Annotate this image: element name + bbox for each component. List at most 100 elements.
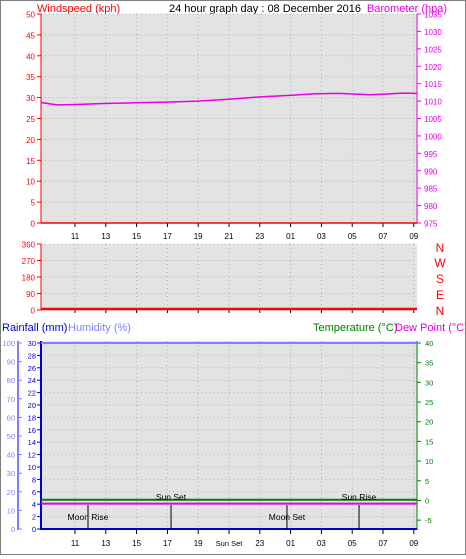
compass-label-e: E xyxy=(436,288,444,302)
rainfall-tick-label: 10 xyxy=(28,463,36,472)
dew-point-axis-title: Dew Point (°C) xyxy=(395,322,465,334)
event-marker-label: Sun Rise xyxy=(342,492,377,502)
wind-barometer-panel: 0510152025303540455097598098599099510001… xyxy=(26,11,442,242)
panel-1-ticks: 0510152025303540455097598098599099510001… xyxy=(26,11,442,242)
barometer-tick-label: 1000 xyxy=(424,132,442,141)
panel-3-annotations: Moon Rise Sun Set Moon Set Sun Rise xyxy=(68,492,377,530)
time-tick-label: 19 xyxy=(194,539,203,548)
humidity-tick-label: 30 xyxy=(7,469,15,478)
temp-rain-panel: 0246810121416182022242628300102030405060… xyxy=(2,339,433,548)
time-tick-label: 23 xyxy=(255,232,264,241)
windspeed-tick-label: 35 xyxy=(26,73,35,82)
time-tick-label: 05 xyxy=(348,539,357,548)
rainfall-tick-label: 30 xyxy=(28,339,36,348)
time-tick-label: 17 xyxy=(163,539,172,548)
barometer-tick-label: 1030 xyxy=(424,28,442,37)
rainfall-tick-label: 12 xyxy=(28,451,36,460)
windspeed-tick-label: 20 xyxy=(26,136,35,145)
temperature-tick-label: 0 xyxy=(425,496,429,505)
wind-direction-panel: 0 90 180 270 360 N W S E N xyxy=(22,241,447,319)
rainfall-tick-label: 24 xyxy=(28,376,36,385)
time-tick-label: 07 xyxy=(379,539,388,548)
barometer-tick-label: 980 xyxy=(424,202,438,211)
time-tick-label: 15 xyxy=(132,232,141,241)
rainfall-tick-label: 2 xyxy=(32,513,36,522)
time-tick-label: 19 xyxy=(194,232,203,241)
event-marker-label: Moon Set xyxy=(269,512,306,522)
graph-title: 24 hour graph day : 08 December 2016 xyxy=(169,3,361,15)
barometer-tick-label: 975 xyxy=(424,220,438,229)
time-tick-label: 05 xyxy=(348,232,357,241)
humidity-tick-label: 80 xyxy=(7,376,15,385)
temperature-tick-label: -5 xyxy=(425,516,432,525)
humidity-tick-label: 0 xyxy=(11,525,15,534)
panel-1-series xyxy=(40,92,418,224)
humidity-tick-label: 90 xyxy=(7,358,15,367)
windspeed-tick-label: 5 xyxy=(31,199,36,208)
rainfall-tick-label: 14 xyxy=(28,438,36,447)
panel-3-bg xyxy=(41,341,417,530)
panel-2-ticks: 0 90 180 270 360 xyxy=(22,241,415,316)
temperature-tick-label: 10 xyxy=(425,457,433,466)
humidity-tick-label: 70 xyxy=(7,395,15,404)
event-marker-label: Moon Rise xyxy=(68,512,109,522)
rainfall-tick-label: 22 xyxy=(28,389,36,398)
rainfall-tick-label: 26 xyxy=(28,364,36,373)
humidity-tick-label: 20 xyxy=(7,488,15,497)
temperature-tick-label: 30 xyxy=(425,378,433,387)
panel-3-series xyxy=(41,342,417,530)
humidity-tick-label: 40 xyxy=(7,451,15,460)
temperature-tick-label: 15 xyxy=(425,437,433,446)
temperature-tick-label: 25 xyxy=(425,398,433,407)
rainfall-tick-label: 16 xyxy=(28,426,36,435)
barometer-tick-label: 1020 xyxy=(424,63,442,72)
time-tick-label: 09 xyxy=(409,539,418,548)
compass-label-s: S xyxy=(436,272,444,286)
barometer-tick-label: 995 xyxy=(424,150,438,159)
windspeed-tick-label: 30 xyxy=(26,94,35,103)
windspeed-tick-label: 25 xyxy=(26,115,35,124)
rainfall-tick-label: 0 xyxy=(32,525,36,534)
time-tick-label: 11 xyxy=(71,232,80,241)
direction-tick-label: 90 xyxy=(26,290,35,299)
time-tick-label: Sun Set xyxy=(216,539,244,548)
humidity-tick-label: 10 xyxy=(7,506,15,515)
barometer-tick-label: 985 xyxy=(424,185,438,194)
humidity-tick-label: 100 xyxy=(2,339,15,348)
windspeed-tick-label: 50 xyxy=(26,11,35,20)
time-tick-label: 07 xyxy=(379,232,388,241)
temperature-tick-label: 40 xyxy=(425,339,433,348)
rainfall-tick-label: 20 xyxy=(28,401,36,410)
windspeed-tick-label: 0 xyxy=(31,220,36,229)
time-tick-label: 11 xyxy=(71,539,80,548)
rainfall-tick-label: 8 xyxy=(32,475,36,484)
humidity-tick-label: 60 xyxy=(7,413,15,422)
time-tick-label: 17 xyxy=(163,232,172,241)
time-tick-label: 23 xyxy=(255,539,264,548)
rainfall-tick-label: 18 xyxy=(28,413,36,422)
rainfall-tick-label: 4 xyxy=(32,500,36,509)
barometer-axis-title: Barometer (hpa) xyxy=(367,3,447,15)
windspeed-tick-label: 15 xyxy=(26,157,35,166)
rainfall-axis-title: Rainfall (mm) xyxy=(2,322,67,334)
barometer-line xyxy=(40,92,418,106)
temperature-tick-label: 35 xyxy=(425,359,433,368)
windspeed-tick-label: 10 xyxy=(26,178,35,187)
time-tick-label: 01 xyxy=(286,232,295,241)
temperature-axis-title: Temperature (°C) xyxy=(313,322,397,334)
time-tick-label: 03 xyxy=(317,232,326,241)
compass-label-w: W xyxy=(434,256,446,270)
time-tick-label: 03 xyxy=(317,539,326,548)
direction-tick-label: 0 xyxy=(31,307,36,316)
humidity-tick-label: 50 xyxy=(7,432,15,441)
time-tick-label: 01 xyxy=(286,539,295,548)
rainfall-tick-label: 28 xyxy=(28,351,36,360)
direction-tick-label: 360 xyxy=(22,241,36,250)
barometer-tick-label: 1010 xyxy=(424,98,442,107)
barometer-tick-label: 1035 xyxy=(424,11,442,20)
barometer-tick-label: 1005 xyxy=(424,115,442,124)
time-tick-label: 21 xyxy=(225,232,234,241)
barometer-tick-label: 1015 xyxy=(424,80,442,89)
